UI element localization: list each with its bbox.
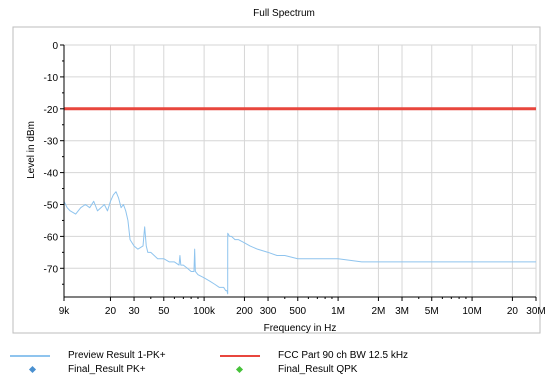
y-axis-label: Level in dBm (26, 121, 37, 179)
y-tick-label: -30 (44, 137, 59, 148)
chart-title: Full Spectrum (253, 8, 315, 19)
legend-label-final-result-qpk: Final_Result QPK (278, 364, 358, 375)
y-tick-label: -40 (44, 169, 59, 180)
x-tick-label: 500 (289, 306, 306, 317)
legend-label-fcc-limit: FCC Part 90 ch BW 12.5 kHz (278, 350, 409, 361)
legend-swatch-preview-result (10, 355, 50, 357)
legend-label-preview-result: Preview Result 1-PK+ (68, 350, 166, 361)
x-axis-label: Frequency in Hz (264, 323, 337, 334)
x-tick-label: 30 (128, 306, 140, 317)
y-tick-label: -50 (44, 200, 59, 211)
legend-marker-final-result-qpk (235, 365, 244, 374)
series-line-preview-result (63, 191, 536, 295)
x-tick-label: 200 (236, 306, 253, 317)
x-tick-label: 20 (507, 306, 519, 317)
y-tick-label: -70 (44, 264, 59, 275)
y-tick-label: -10 (44, 73, 59, 84)
y-axis: 0 -10 -20 -30 -40 -50 -60 -70 (44, 41, 65, 297)
legend-label-final-result-pk: Final_Result PK+ (68, 364, 146, 375)
x-tick-label: 5M (425, 306, 439, 317)
data-layer (63, 107, 536, 295)
y-tick-label: -20 (44, 105, 59, 116)
x-axis: 9k 20 30 50 100k 200 300 500 1M 2M 3M 5M 10M 20 30M (59, 296, 546, 317)
x-tick-label: 9k (59, 306, 71, 317)
legend-marker-final-result-pk (28, 365, 37, 374)
x-tick-label: 30M (526, 306, 545, 317)
x-tick-label: 50 (158, 306, 170, 317)
x-tick-label: 3M (395, 306, 409, 317)
x-tick-label: 1M (331, 306, 345, 317)
x-tick-label: 100k (193, 306, 216, 317)
y-tick-label: 0 (52, 41, 58, 52)
x-tick-label: 20 (105, 306, 117, 317)
chart-frame (12, 26, 541, 334)
x-tick-label: 10M (462, 306, 481, 317)
legend: Preview Result 1-PK+ FCC Part 90 ch BW 1… (0, 340, 554, 379)
legend-swatch-fcc-limit (220, 355, 260, 357)
x-tick-label: 2M (371, 306, 385, 317)
y-tick-label: -60 (44, 232, 59, 243)
x-tick-label: 300 (260, 306, 277, 317)
